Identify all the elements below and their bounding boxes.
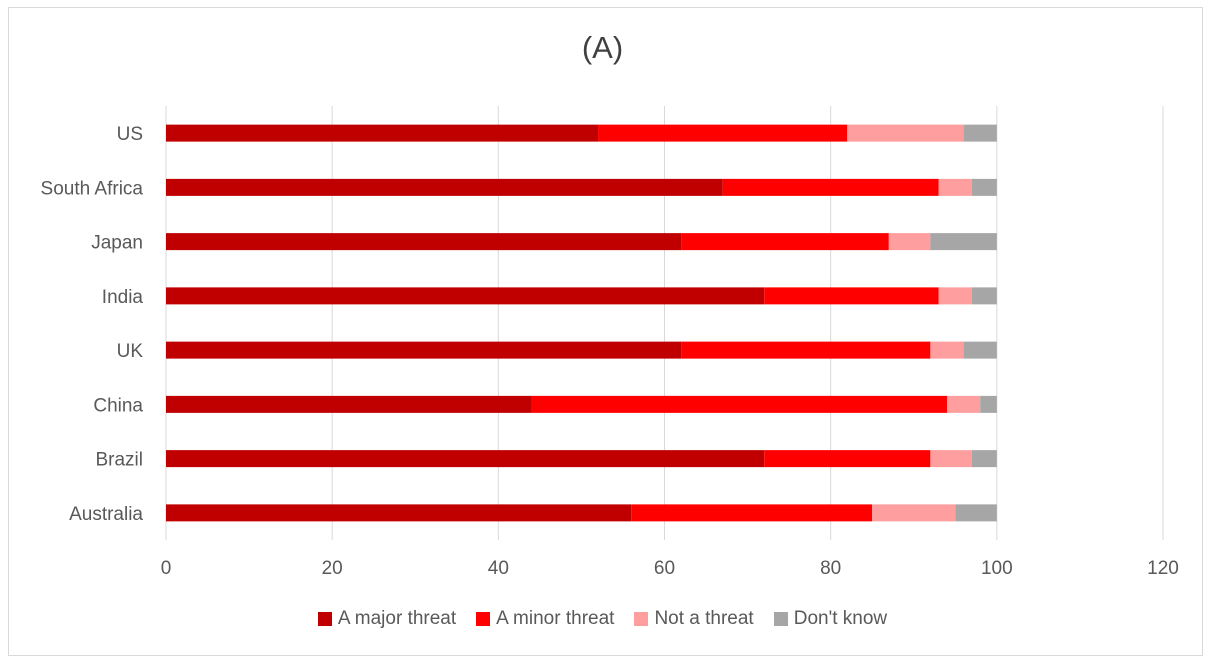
bar-segment (930, 233, 997, 251)
bar-segment (930, 341, 964, 359)
bar-segment (681, 341, 931, 359)
bar-segment (764, 287, 939, 305)
bar-segment (166, 287, 765, 305)
bar-segment (166, 504, 632, 522)
chart-title: (A) (581, 30, 624, 65)
category-label: Brazil (95, 450, 143, 471)
category-label: UK (117, 341, 144, 362)
bar-chart: US South Africa Japan India UK China Brazil Aus… (41, 106, 1179, 579)
x-tick-label: 60 (654, 558, 675, 579)
legend-label: Don't know (793, 608, 888, 629)
x-tick-label: 20 (322, 558, 343, 579)
bar-segment (764, 450, 931, 468)
bar-segment (938, 178, 972, 196)
x-tick-label: 120 (1147, 558, 1179, 579)
bar-segment (971, 178, 997, 196)
legend-item: A major threat (317, 608, 457, 630)
bar-segment (166, 124, 599, 142)
bar-segment (166, 233, 682, 251)
bar-segment (722, 178, 939, 196)
bar-segment (166, 450, 765, 468)
bar-segment (930, 450, 972, 468)
bar-segment (872, 504, 956, 522)
category-label: India (102, 287, 144, 308)
bar-segment (598, 124, 848, 142)
legend-swatch (476, 612, 491, 626)
bar-segment (631, 504, 873, 522)
x-tick-label: 40 (488, 558, 509, 579)
bar-segment (946, 395, 981, 413)
legend-swatch (634, 612, 649, 626)
category-label: US (117, 124, 143, 145)
bar-segment (963, 341, 997, 359)
legend-item: Don't know (773, 608, 888, 630)
chart-legend: A major threat A minor threat Not a threat… (0, 608, 1205, 630)
bar-segment (971, 287, 997, 305)
category-label: South Africa (41, 178, 144, 199)
x-tick-label: 100 (981, 558, 1013, 579)
bar-segment (888, 233, 931, 251)
legend-swatch (773, 612, 788, 626)
legend-label: A major threat (337, 608, 457, 629)
legend-label: A minor threat (496, 608, 615, 629)
bar-segment (955, 504, 997, 522)
bar-segment (681, 233, 889, 251)
bar-segment (980, 395, 997, 413)
bar-segment (971, 450, 997, 468)
bar-segment (166, 341, 682, 359)
x-tick-label: 80 (820, 558, 841, 579)
category-label: China (93, 395, 143, 416)
bar-segment (166, 178, 723, 196)
bar-segment (531, 395, 947, 413)
bar-segment (963, 124, 997, 142)
legend-item: Not a threat (634, 608, 754, 630)
bar-segment (847, 124, 964, 142)
chart-frame (8, 7, 1203, 656)
bar-segment (166, 395, 532, 413)
legend-swatch (317, 612, 332, 626)
category-label: Australia (69, 504, 143, 525)
bar-segment (938, 287, 972, 305)
x-tick-label: 0 (161, 558, 172, 579)
category-label: Japan (91, 233, 143, 254)
legend-item: A minor threat (476, 608, 614, 630)
legend-label: Not a threat (654, 608, 754, 629)
